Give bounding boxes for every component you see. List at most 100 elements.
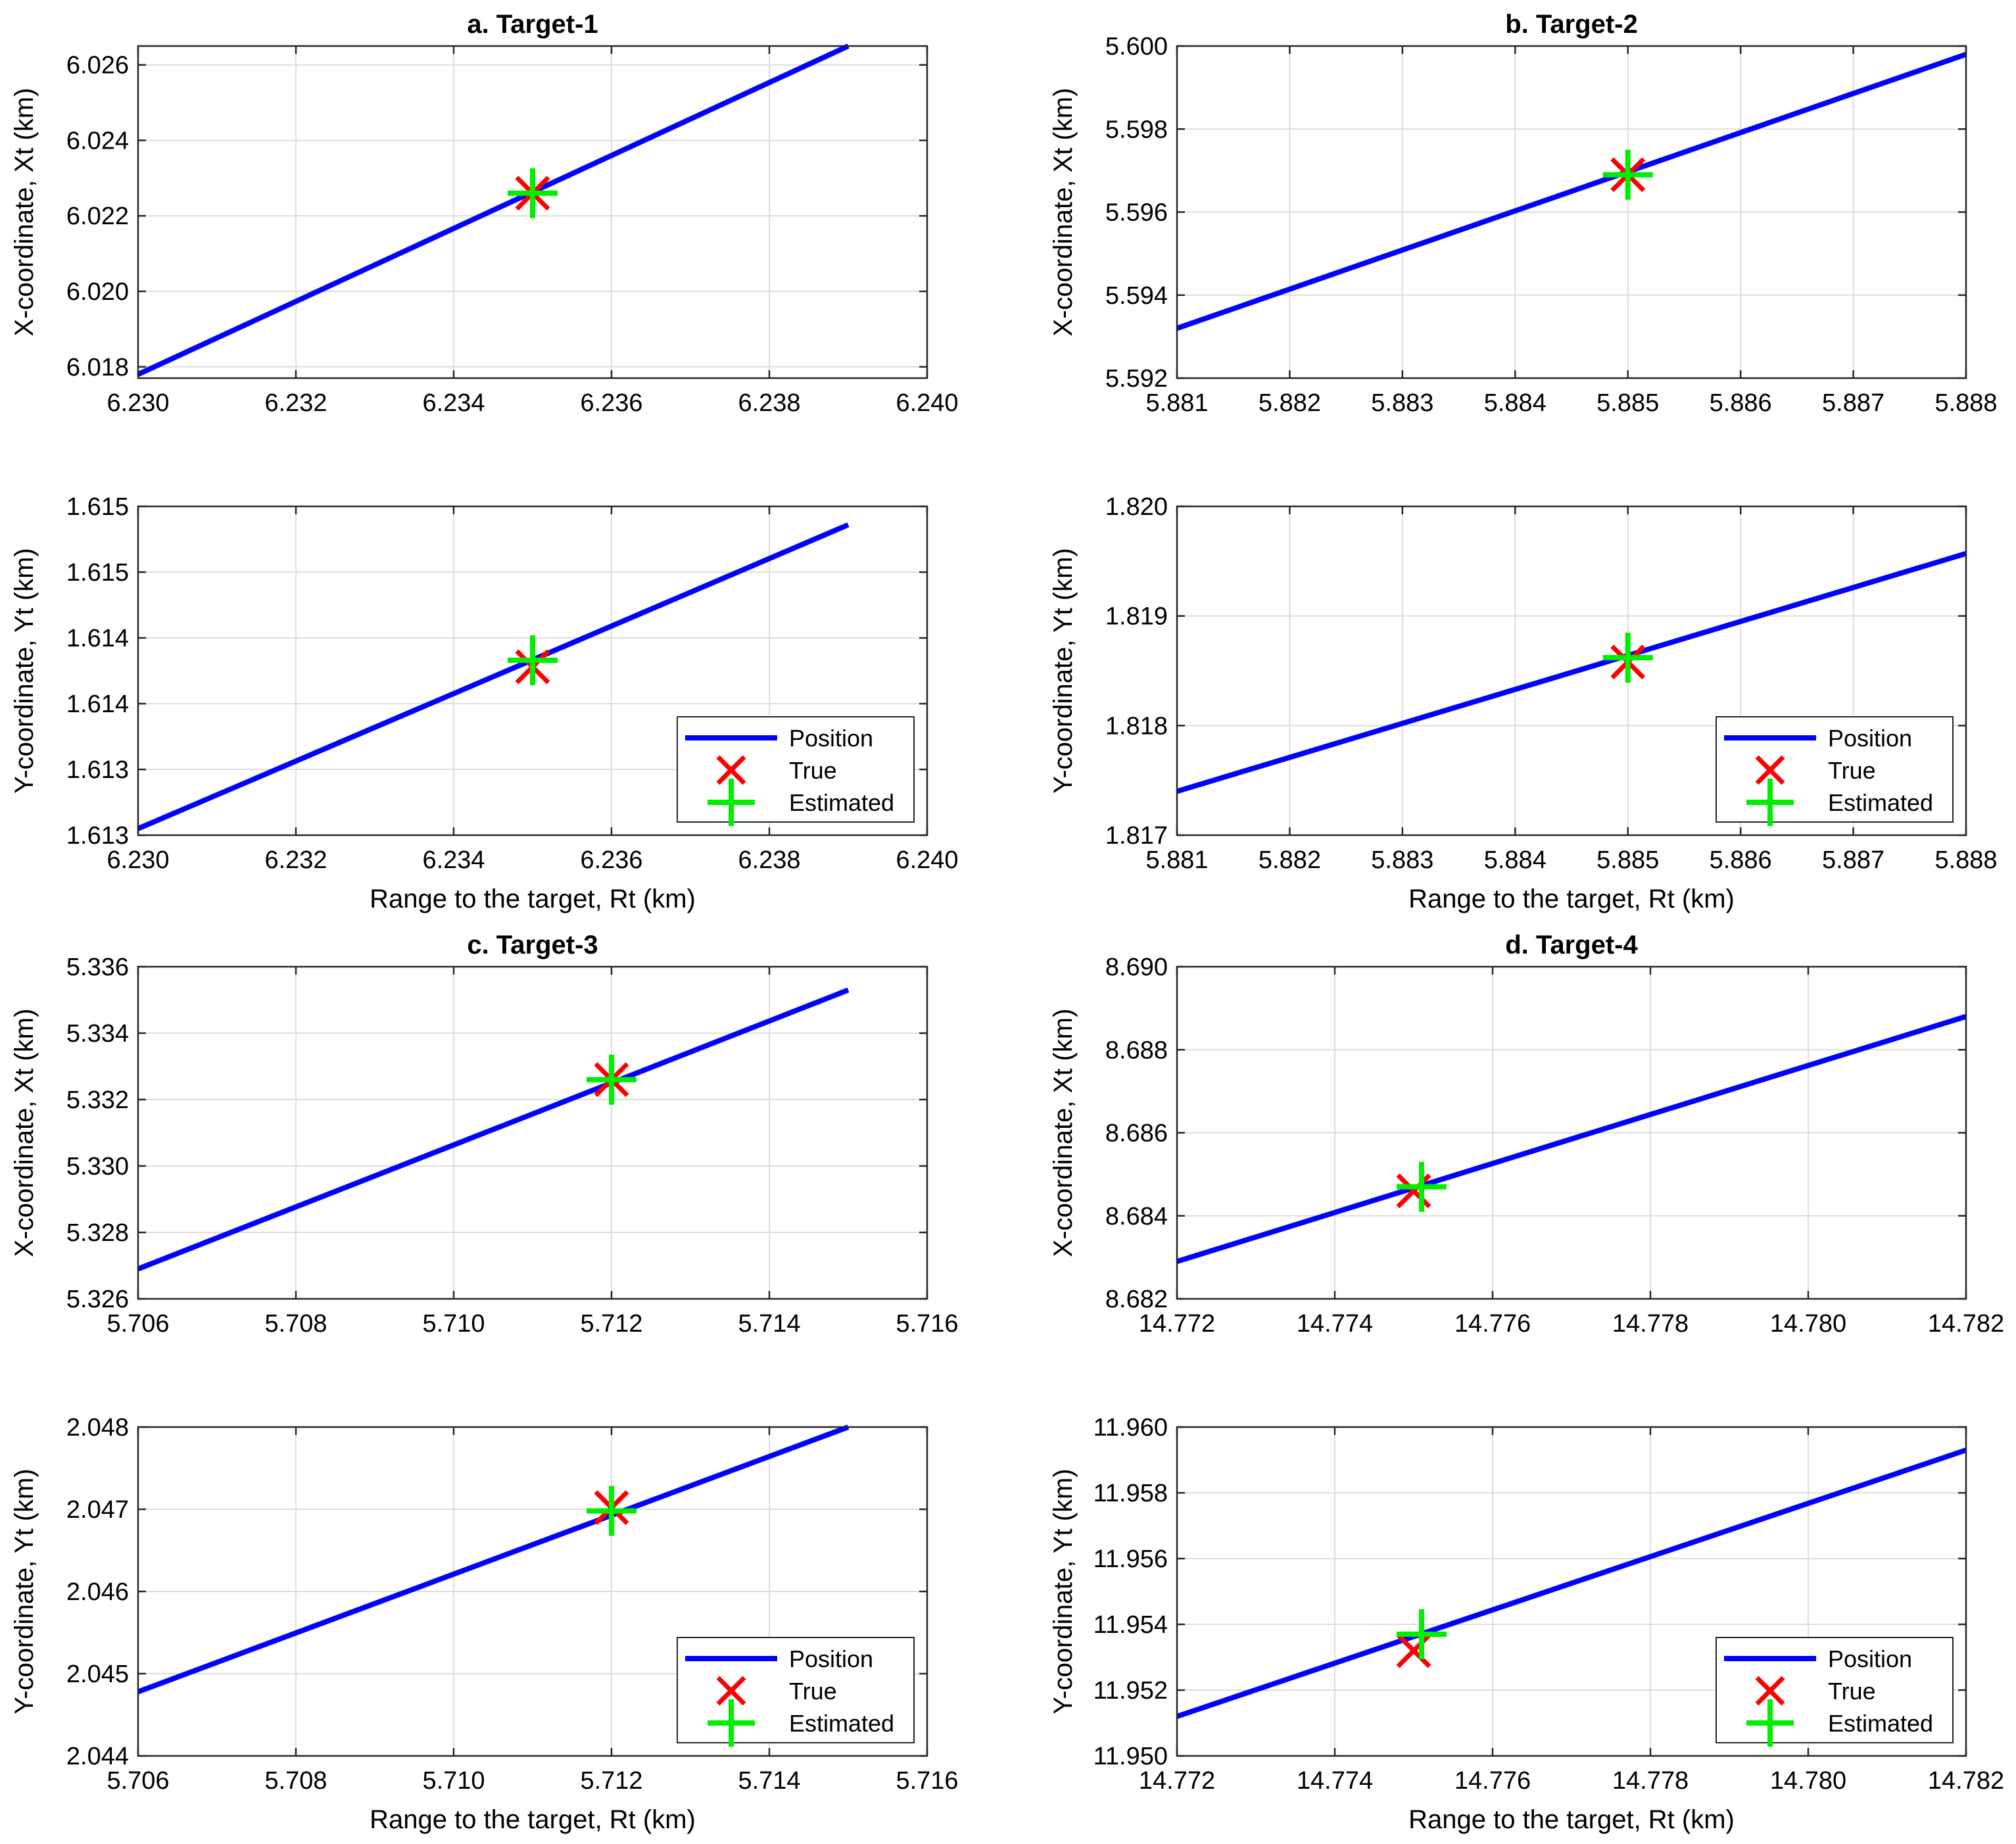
legend-true-marker-stroke-2 [1755,755,1785,785]
x-tick-label: 6.232 [264,389,327,417]
y-tick-label: 1.820 [1105,493,1168,521]
axes-frame [1176,505,1967,837]
y-axis-label: Y-coordinate, Yt (km) [10,548,39,794]
x-tick-label: 14.774 [1297,1310,1373,1338]
legend-estimated-marker [708,779,755,826]
x-axis-label: Range to the target, Rt (km) [1408,1805,1735,1834]
legend-true-marker [716,755,746,785]
x-tick-label: 6.236 [580,389,642,417]
estimated-point-marker [1397,1161,1447,1212]
subplot-c-x: 5.706 5.708 5.710 5.712 5.714 5.716 5.326 5.328… [10,931,959,1338]
y-axis-label: X-coordinate, Xt (km) [10,88,39,337]
x-tick-label: 6.240 [896,846,958,874]
y-tick-label: 5.336 [66,954,129,981]
estimated-point-marker [508,635,558,685]
legend-label-position: Position [789,725,873,752]
y-tick-label: 5.330 [66,1153,129,1180]
y-tick-label: 8.684 [1105,1203,1168,1230]
y-tick-label: 11.960 [1093,1414,1168,1442]
legend-true-marker [1755,755,1785,785]
x-tick-label: 5.708 [264,1310,327,1338]
position-series-line [1176,550,1967,794]
x-tick-label: 5.714 [738,1310,800,1338]
y-axis-label: X-coordinate, Xt (km) [10,1009,39,1257]
legend-label-estimated: Estimated [1828,789,1933,816]
y-axis-label: X-coordinate, Xt (km) [1049,88,1078,337]
y-tick-label: 11.958 [1093,1480,1168,1507]
y-tick-label: 1.613 [66,822,129,850]
y-tick-label: 11.952 [1093,1677,1168,1705]
subplot-a-x: 6.230 6.232 6.234 6.236 6.238 6.240 6.018 6.020… [10,10,959,417]
x-tick-label: 14.776 [1454,1767,1531,1795]
y-tick-label: 5.592 [1105,365,1168,393]
y-tick-label: 6.020 [66,278,129,306]
x-tick-label: 6.230 [107,389,169,417]
x-tick-label: 14.782 [1928,1767,2004,1795]
y-tick-label: 6.026 [66,52,129,80]
estimated-point-marker [508,168,558,218]
position-series-line [1176,51,1967,331]
subplot-b-x: 5.881 5.882 5.883 5.884 5.885 5.886 5.887 5.888… [1049,10,1998,417]
y-tick-label: 6.018 [66,354,129,381]
y-tick-label: 5.600 [1105,33,1168,61]
legend-label-true: True [789,1678,837,1705]
y-tick-label: 2.047 [66,1496,129,1524]
position-series-line [137,987,850,1272]
y-tick-label: 1.615 [66,559,129,587]
axes-frame [137,505,928,837]
subplot-a-y: 6.230 6.232 6.234 6.236 6.238 6.240 1.613 1.613… [10,493,959,913]
estimated-point-marker [1602,633,1653,683]
y-tick-label: 2.046 [66,1578,129,1606]
legend-label-true: True [1828,757,1876,784]
x-tick-label: 14.772 [1139,1310,1215,1338]
estimated-point-marker [1602,149,1653,200]
legend-true-marker-stroke-2 [1755,1676,1785,1706]
y-tick-label: 8.686 [1105,1120,1168,1148]
legend-label-position: Position [1828,1645,1912,1672]
y-tick-label: 1.817 [1105,822,1168,850]
subplot-d-x: 14.772 14.774 14.776 14.778 14.780 14.782 8.68… [1049,931,2004,1338]
x-tick-label: 14.780 [1770,1310,1846,1338]
x-tick-label: 14.778 [1612,1767,1689,1795]
x-tick-label: 5.886 [1710,389,1772,417]
x-tick-label: 5.706 [107,1767,169,1795]
y-tick-label: 2.048 [66,1414,129,1442]
legend-label-position: Position [789,1645,873,1672]
x-tick-label: 14.772 [1139,1767,1215,1795]
x-tick-label: 14.774 [1297,1767,1373,1795]
x-tick-label: 14.780 [1770,1767,1846,1795]
y-tick-label: 11.954 [1093,1611,1168,1639]
x-tick-label: 6.234 [422,389,485,417]
x-tick-label: 5.884 [1484,846,1547,874]
y-tick-label: 5.598 [1105,116,1168,143]
x-tick-label: 5.887 [1822,389,1884,417]
y-tick-label: 6.024 [66,127,129,155]
y-tick-label: 1.613 [66,756,129,784]
subplot-title: d. Target-4 [1505,931,1638,959]
legend-true-marker [1755,1676,1785,1706]
x-tick-label: 6.232 [264,846,327,874]
x-tick-label: 5.883 [1371,846,1433,874]
y-tick-label: 2.045 [66,1661,129,1688]
y-tick-label: 1.615 [66,493,129,521]
legend-label-true: True [789,757,837,784]
x-tick-label: 6.230 [107,846,169,874]
axes-frame [137,45,928,379]
x-tick-label: 6.234 [422,846,485,874]
y-tick-label: 6.022 [66,203,129,230]
y-tick-label: 1.819 [1105,603,1168,631]
legend-label-true: True [1828,1678,1876,1705]
y-tick-label: 5.334 [66,1020,129,1048]
legend: Position True Estimated [677,1637,915,1747]
subplot-title: a. Target-1 [467,10,598,39]
y-tick-label: 1.818 [1105,712,1168,740]
estimated-point-marker [587,1486,636,1536]
position-series-line [137,43,850,377]
legend-estimated-marker [1746,1699,1794,1747]
y-tick-label: 8.682 [1105,1286,1168,1313]
x-tick-label: 5.712 [580,1767,642,1795]
legend: Position True Estimated [1716,1637,1954,1747]
position-series-line [137,522,850,831]
x-tick-label: 14.778 [1612,1310,1689,1338]
